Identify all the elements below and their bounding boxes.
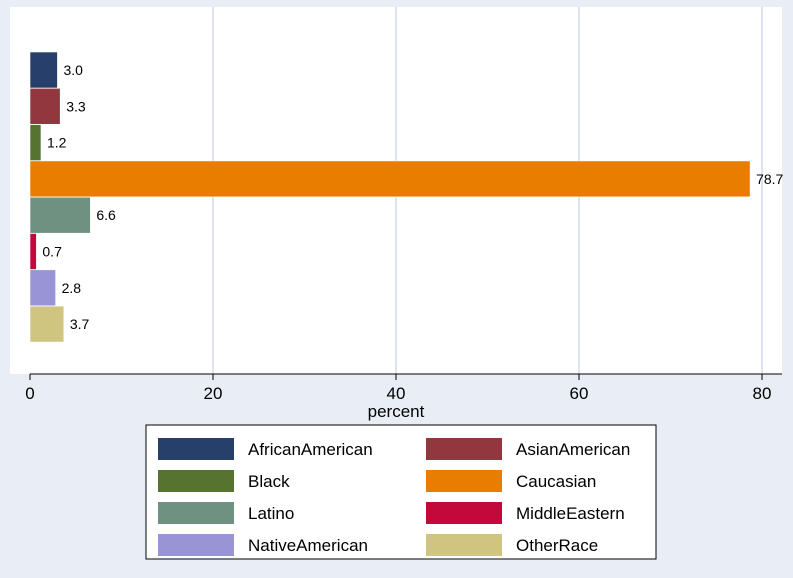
legend-label-OtherRace: OtherRace — [516, 536, 598, 555]
bar-label-OtherRace: 3.7 — [70, 316, 90, 332]
legend-label-NativeAmerican: NativeAmerican — [248, 536, 368, 555]
legend-swatch-NativeAmerican — [158, 534, 234, 556]
bar-AsianAmerican — [29, 88, 61, 125]
legend-label-AfricanAmerican: AfricanAmerican — [248, 440, 373, 459]
bar-label-Caucasian: 78.7 — [756, 171, 783, 187]
bar-Caucasian — [29, 160, 751, 198]
tick-label: 0 — [25, 384, 34, 403]
bar-labels: 3.0 3.3 1.2 78.7 6.6 0.7 2.8 3.7 — [42, 62, 783, 332]
bar-label-AfricanAmerican: 3.0 — [63, 62, 83, 78]
legend-label-Black: Black — [248, 472, 290, 491]
legend-swatch-Black — [158, 470, 234, 492]
legend-label-MiddleEastern: MiddleEastern — [516, 504, 625, 523]
bar-Latino — [29, 196, 91, 234]
legend-swatch-MiddleEastern — [426, 502, 502, 524]
tick-label: 40 — [387, 384, 406, 403]
x-axis-ticks: 0 20 40 60 80 — [25, 374, 771, 403]
tick-label: 20 — [204, 384, 223, 403]
tick-label: 80 — [753, 384, 772, 403]
bar-label-Black: 1.2 — [47, 135, 67, 151]
legend-swatch-Latino — [158, 502, 234, 524]
x-axis-title: percent — [368, 402, 425, 421]
legend-label-Latino: Latino — [248, 504, 294, 523]
legend: AfricanAmerican AsianAmerican Black Caucasi… — [158, 438, 630, 556]
bar-MiddleEastern — [29, 233, 37, 270]
legend-label-Caucasian: Caucasian — [516, 472, 596, 491]
legend-swatch-Caucasian — [426, 470, 502, 492]
bar-label-NativeAmerican: 2.8 — [62, 280, 82, 296]
legend-swatch-AfricanAmerican — [158, 438, 234, 460]
tick-label: 60 — [570, 384, 589, 403]
bar-Black — [29, 124, 42, 161]
bar-label-MiddleEastern: 0.7 — [42, 244, 62, 260]
legend-swatch-AsianAmerican — [426, 438, 502, 460]
legend-label-AsianAmerican: AsianAmerican — [516, 440, 630, 459]
legend-swatch-OtherRace — [426, 534, 502, 556]
bar-NativeAmerican — [29, 269, 56, 307]
bars — [29, 51, 751, 343]
bar-label-Latino: 6.6 — [96, 207, 116, 223]
bar-OtherRace — [29, 305, 65, 343]
bar-label-AsianAmerican: 3.3 — [66, 98, 86, 114]
bar-AfricanAmerican — [29, 51, 58, 89]
